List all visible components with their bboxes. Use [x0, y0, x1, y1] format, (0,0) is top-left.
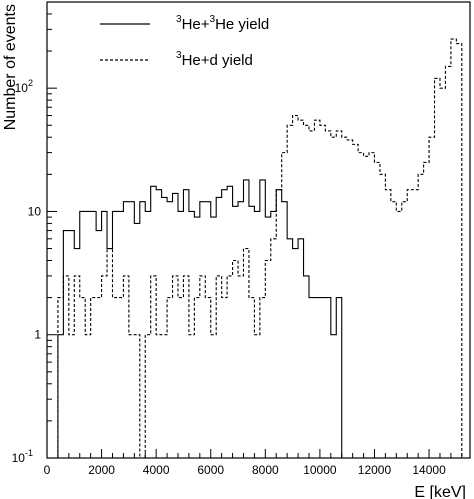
x-tick-label: 6000 — [197, 463, 224, 477]
y-tick-label: 102 — [15, 78, 33, 95]
y-tick-label: 10-1 — [12, 448, 33, 465]
x-tick-label: 10000 — [303, 463, 337, 477]
y-tick-label: 10 — [28, 204, 42, 218]
x-tick-label: 14000 — [412, 463, 446, 477]
x-tick-label: 0 — [44, 463, 51, 477]
x-tick-label: 8000 — [252, 463, 279, 477]
x-tick-label: 4000 — [143, 463, 170, 477]
y-tick-label: 1 — [34, 328, 41, 342]
series-he3-he3-line — [57, 179, 343, 458]
plot-frame — [46, 1, 471, 459]
x-axis-label: E [keV] — [414, 484, 466, 499]
x-tick-label: 2000 — [88, 463, 115, 477]
x-tick-label: 12000 — [358, 463, 392, 477]
series-he3-d-line — [57, 38, 463, 459]
legend-label: 3He+3He yield — [176, 14, 269, 33]
legend-label: 3He+d yield — [176, 50, 253, 69]
y-axis-label: Number of events — [2, 4, 19, 130]
